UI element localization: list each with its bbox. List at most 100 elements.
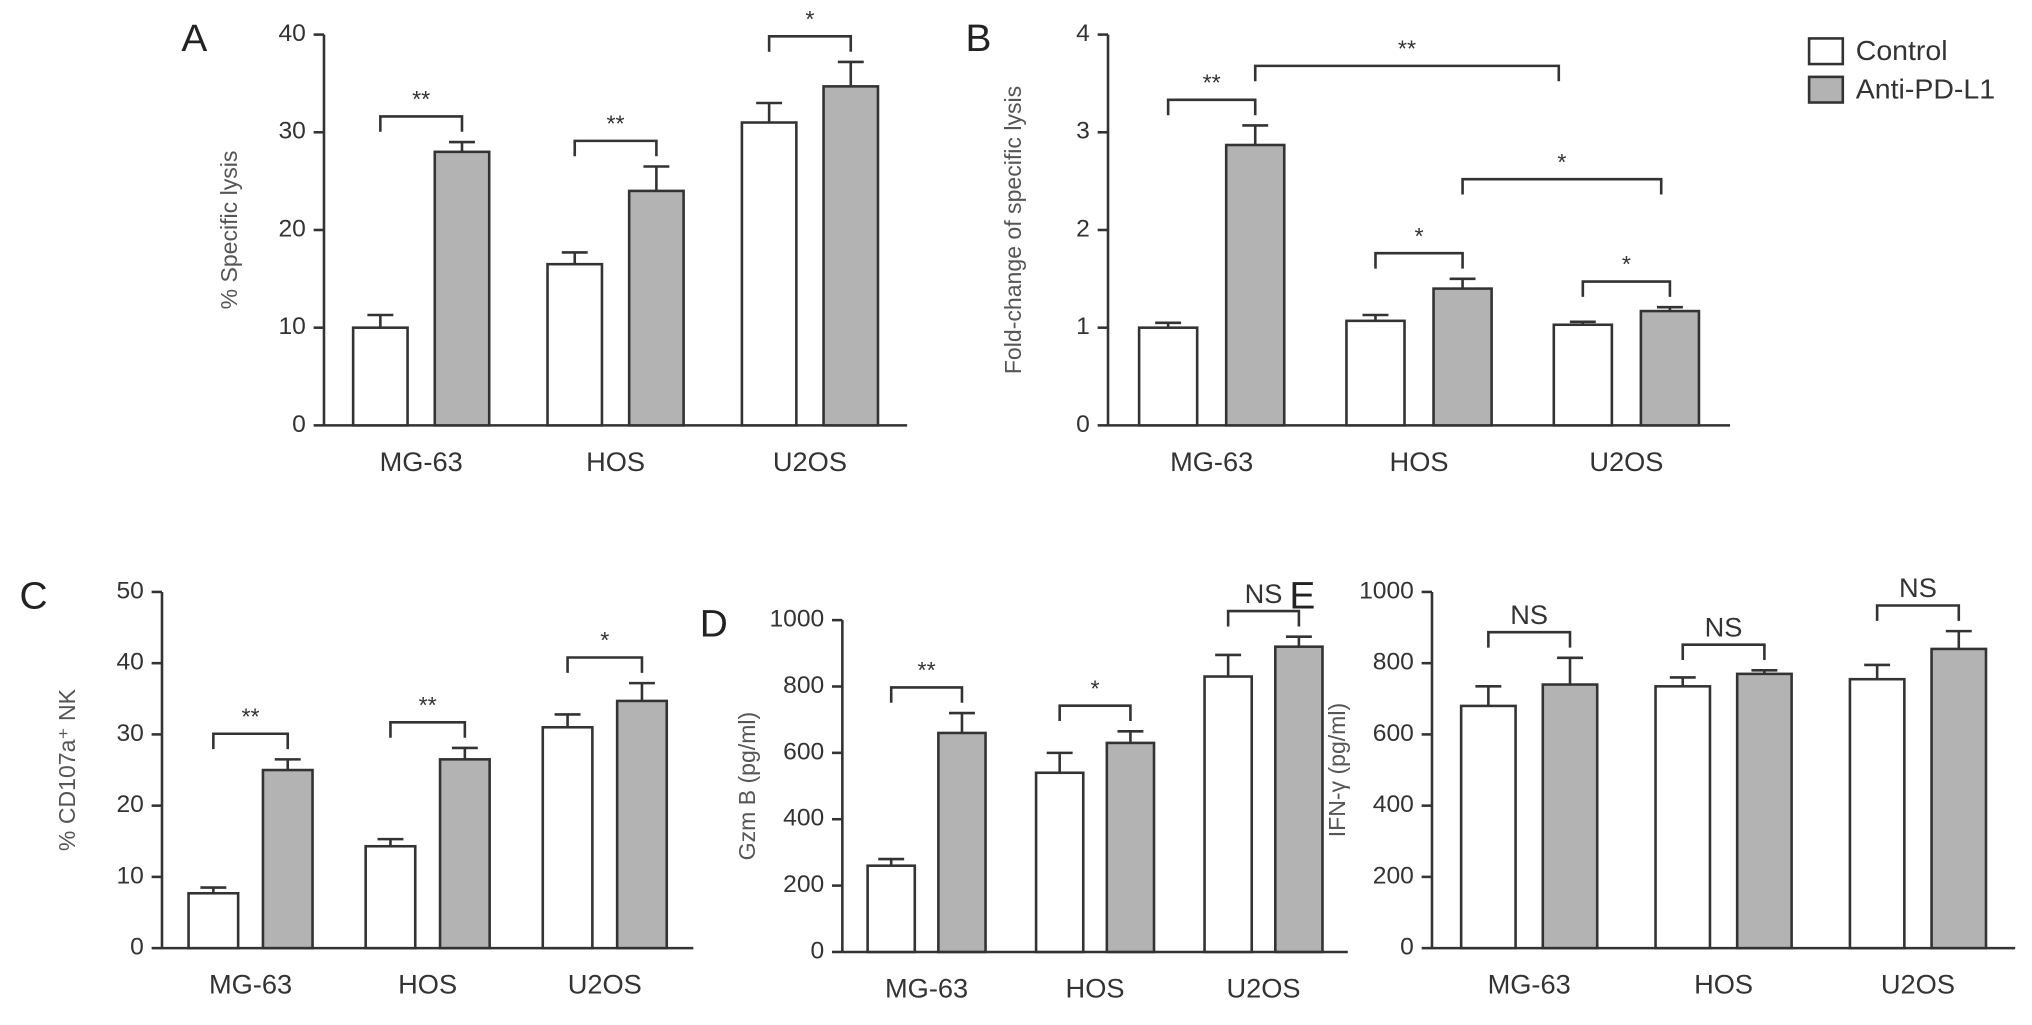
significance-bracket [566,656,644,673]
significance-bracket [1461,177,1663,195]
x-tick-label: U2OS [568,970,642,1000]
significance-bracket [1581,280,1672,297]
significance-label: ** [1398,36,1416,62]
significance-label: NS [1899,573,1937,603]
significance-label: NS [1705,613,1743,643]
bar [1459,704,1517,950]
y-tick-label: 40 [116,649,143,676]
x-tick-label: U2OS [1881,970,1955,1000]
significance-label: * [1414,223,1423,249]
y-tick-label: 2 [1076,216,1090,243]
y-tick-label: 40 [278,20,305,47]
y-tick-label: 600 [783,738,824,765]
bar [1105,741,1156,954]
y-tick-label: 0 [1076,411,1090,438]
panel-letter: A [181,17,207,60]
y-tick-label: 800 [783,672,824,699]
bar [1345,319,1406,427]
panel-letter: D [700,603,728,646]
significance-label: * [1557,149,1566,175]
y-tick-label: 10 [278,313,305,340]
significance-label: ** [1203,70,1221,96]
y-axis-label: IFN-γ (pg/ml) [1324,703,1350,837]
significance-bracket [767,35,853,52]
legend-swatch [1807,75,1845,104]
bar [627,189,685,427]
x-tick-label: U2OS [1589,447,1663,477]
significance-label: NS [1510,600,1548,630]
y-axis-label: Gzm B (pg/ml) [734,712,760,861]
bar [1224,143,1286,427]
significance-label: ** [419,692,437,718]
bar [1137,326,1199,427]
bar [433,150,491,427]
significance-bracket [1875,604,1961,621]
bar [1203,675,1254,954]
significance-label: ** [412,86,430,112]
significance-bracket [573,139,658,157]
significance-bracket [1058,704,1132,722]
legend-swatch [1807,37,1845,66]
panel: D Gzm B (pg/ml) 0 200 400 600 800 1000 MG-63 HOS U… [700,579,1348,1004]
significance-bracket [1226,609,1301,627]
significance-bracket [889,686,964,703]
bar [438,758,491,950]
y-tick-label: 3 [1076,118,1090,145]
x-tick-label: HOS [586,447,645,477]
bar [822,85,880,427]
bar [1541,683,1599,950]
significance-label: * [1622,251,1631,277]
significance-bracket [1681,643,1766,661]
bar [1735,672,1793,950]
y-tick-label: 30 [278,118,305,145]
legend-label: Control [1856,35,1948,67]
panel-letter: B [965,17,991,60]
x-tick-label: MG-63 [380,447,463,477]
significance-bracket [379,115,464,132]
x-tick-label: U2OS [773,447,847,477]
y-tick-label: 800 [1373,649,1414,676]
bar [541,726,594,950]
x-tick-label: HOS [398,970,457,1000]
y-tick-label: 30 [116,720,143,747]
y-tick-label: 1000 [769,606,824,633]
significance-label: ** [606,111,624,137]
bar [1848,677,1906,950]
bar [937,731,987,954]
significance-bracket [1374,251,1464,269]
bar [866,864,917,954]
y-tick-label: 10 [116,862,143,889]
x-tick-label: U2OS [1226,974,1300,1004]
x-tick-label: MG-63 [885,974,968,1004]
bar [1034,771,1085,954]
bar [1552,323,1614,427]
x-tick-label: MG-63 [1170,447,1253,477]
significance-label: ** [917,657,935,683]
y-tick-label: 0 [292,411,306,438]
significance-label: * [805,6,814,32]
panel: E IFN-γ (pg/ml) 0 200 400 600 800 1000 MG-63 HOS U… [1289,573,2016,1000]
significance-bracket [389,721,467,738]
y-tick-label: 0 [811,938,825,965]
y-axis-label: % CD107a⁺ NK [54,688,80,851]
bar [1274,645,1324,954]
y-tick-label: 1000 [1359,577,1414,604]
y-axis-label: % Specific lysis [216,151,242,310]
significance-label: ** [241,704,259,730]
significance-bracket [1487,630,1572,648]
legend: Control Anti-PD-L1 [1807,35,1995,105]
bar [261,768,314,950]
panel: B Fold-change of specific lysis 0 1 2 3 4 MG-63… [965,17,1731,477]
y-tick-label: 20 [278,216,305,243]
significance-label: NS [1245,579,1283,609]
y-tick-label: 0 [1400,934,1414,961]
significance-bracket [1253,64,1561,82]
y-tick-label: 1 [1076,313,1090,340]
bar [1432,287,1493,427]
x-tick-label: MG-63 [209,970,292,1000]
y-tick-label: 400 [783,805,824,832]
significance-bracket [1166,98,1257,116]
bar [546,262,604,427]
